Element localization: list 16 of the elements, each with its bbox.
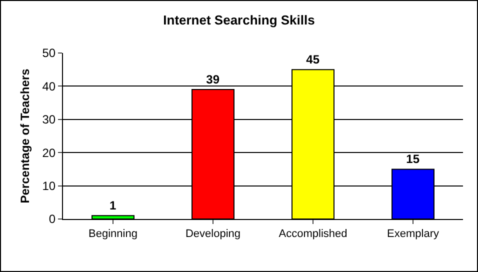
x-tick-label: Developing bbox=[185, 228, 241, 240]
y-tick-label: 10 bbox=[42, 179, 56, 193]
x-tick-label: Beginning bbox=[88, 228, 138, 240]
x-tick-label: Accomplished bbox=[278, 228, 348, 240]
data-label: 39 bbox=[206, 72, 220, 87]
data-label: 45 bbox=[306, 52, 320, 67]
y-tick-label: 50 bbox=[42, 46, 56, 60]
chart-title: Internet Searching Skills bbox=[163, 12, 315, 28]
y-tick-label: 30 bbox=[42, 112, 56, 127]
y-axis-title: Percentage of Teachers bbox=[18, 68, 32, 204]
y-tick-label: 40 bbox=[42, 79, 56, 94]
y-tick-label: 20 bbox=[42, 146, 56, 160]
y-tick-label: 0 bbox=[48, 212, 56, 226]
data-label: 1 bbox=[110, 198, 116, 213]
data-label: 15 bbox=[406, 152, 420, 166]
x-tick-label: Exemplary bbox=[387, 228, 440, 240]
